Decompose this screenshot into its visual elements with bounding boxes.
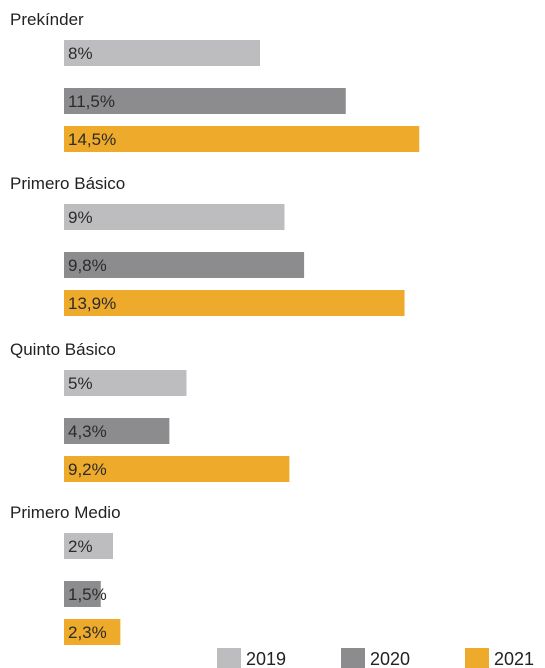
bar-value-label: 4,3% <box>68 422 107 441</box>
bar-value-label: 14,5% <box>68 130 116 149</box>
bar-2021 <box>64 126 419 152</box>
bar-value-label: 1,5% <box>68 585 107 604</box>
legend-swatch-2019 <box>217 648 241 668</box>
bar-value-label: 2% <box>68 537 93 556</box>
legend-swatch-2021 <box>465 648 489 668</box>
bar-2019 <box>64 204 285 230</box>
category-label: Quinto Básico <box>10 340 116 359</box>
bar-value-label: 9% <box>68 208 93 227</box>
bar-value-label: 13,9% <box>68 294 116 313</box>
bar-value-label: 5% <box>68 374 93 393</box>
legend-label: 2019 <box>246 649 286 668</box>
bar-2019 <box>64 40 260 66</box>
bar-value-label: 9,2% <box>68 460 107 479</box>
legend-swatch-2020 <box>341 648 365 668</box>
bar-value-label: 11,5% <box>68 92 115 111</box>
bar-value-label: 9,8% <box>68 256 107 275</box>
bar-value-label: 8% <box>68 44 93 63</box>
category-label: Primero Básico <box>10 174 125 193</box>
category-label: Primero Medio <box>10 503 121 522</box>
category-label: Prekínder <box>10 10 84 29</box>
bar-value-label: 2,3% <box>68 623 107 642</box>
legend-label: 2020 <box>370 649 410 668</box>
legend-label: 2021 <box>494 649 534 668</box>
